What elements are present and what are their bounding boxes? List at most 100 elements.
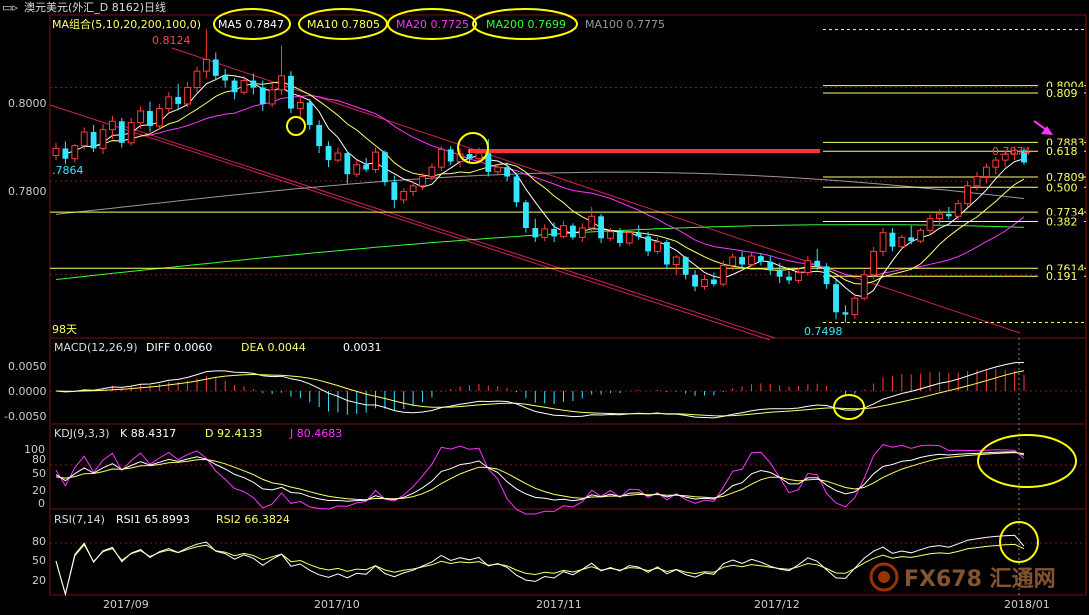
candle-body xyxy=(278,75,285,91)
candle-body xyxy=(945,213,952,217)
channel-lower-line xyxy=(119,124,776,339)
macd-histogram-value: 0.0031 xyxy=(343,341,382,354)
ma200-line xyxy=(55,224,1025,280)
fib-label-background xyxy=(1038,86,1084,99)
price-tick-label: 0.7800 xyxy=(8,185,47,198)
rsi1-line xyxy=(55,534,1025,597)
rsi-label: RSI(7,14) xyxy=(54,513,105,526)
candle-body xyxy=(175,96,182,104)
candle-body xyxy=(137,110,144,124)
candle-body xyxy=(127,122,135,144)
candle-body xyxy=(701,278,708,288)
candlesticks xyxy=(52,29,1027,323)
kdj-label: KDJ(9,3,3) xyxy=(54,427,110,440)
candle-body xyxy=(71,145,79,160)
candle-body xyxy=(268,89,276,105)
candle-body xyxy=(316,125,323,147)
candle-body xyxy=(513,176,520,203)
candle-body xyxy=(428,166,436,177)
candle-body xyxy=(588,215,596,229)
ma100-line xyxy=(55,171,1025,215)
price-annotations: 0.8124 0.7498 0.7874 .7864 98天 xyxy=(52,34,1053,338)
candle-body xyxy=(522,202,529,228)
candle-body xyxy=(635,232,642,237)
kdj-tick-label: 20 xyxy=(32,484,46,497)
candle-body xyxy=(739,257,745,265)
macd-diff-value: DIFF 0.0060 xyxy=(146,341,212,354)
price-tick-label: 0.8000 xyxy=(8,97,47,110)
date-tick-label: 2017/12 xyxy=(754,598,800,611)
date-tick-label: 2017/09 xyxy=(103,598,149,611)
candle-body xyxy=(259,87,266,104)
rsi-circle-annotation xyxy=(999,521,1039,563)
kdj-tick-label: 0 xyxy=(38,497,45,510)
price-axis: 0.8000 0.7800 xyxy=(8,97,47,198)
fib-label-background xyxy=(1038,206,1084,219)
kdj-k-line xyxy=(55,451,1025,502)
kdj-j-value: J 80.4683 xyxy=(289,427,342,440)
candle-body xyxy=(400,190,408,201)
kdj-circle-annotation xyxy=(977,434,1077,488)
candle-body xyxy=(541,228,549,238)
candle-body xyxy=(447,149,454,162)
rsi2-line xyxy=(55,543,1025,597)
candle-body xyxy=(250,80,257,88)
candle-body xyxy=(719,264,727,285)
date-tick-label: 2017/10 xyxy=(314,598,360,611)
candle-body xyxy=(823,266,830,285)
candle-body xyxy=(908,237,915,242)
high-price-label: 0.8124 xyxy=(152,34,191,47)
candle-body xyxy=(485,153,492,172)
recent-high-label: 0.7874 xyxy=(992,145,1031,158)
fib-level-label: 0.191 xyxy=(1046,270,1078,283)
ma200-value: MA200 0.7699 xyxy=(486,18,566,31)
candle-body xyxy=(306,102,313,126)
fib-level-label: 0.809 xyxy=(1046,87,1078,100)
candle-body xyxy=(466,154,473,159)
candle-body xyxy=(222,75,229,81)
candle-body xyxy=(898,236,906,248)
candle-body xyxy=(90,132,97,149)
fib-label-background xyxy=(1038,215,1084,228)
candle-body xyxy=(578,227,586,238)
macd-tick-label: 0.0000 xyxy=(8,385,47,398)
candle-body xyxy=(334,152,342,161)
candle-body xyxy=(616,231,623,243)
candle-body xyxy=(437,148,445,168)
candle-body xyxy=(108,120,116,131)
candle-body xyxy=(973,176,981,187)
candle-body xyxy=(926,218,934,231)
fib-label-background xyxy=(1038,170,1084,183)
low-price-label: 0.7498 xyxy=(804,325,843,338)
candle-body xyxy=(672,256,680,266)
days-label: 98天 xyxy=(52,323,77,336)
channel-middle-line xyxy=(49,104,771,341)
candle-body xyxy=(193,70,201,89)
candle-body xyxy=(551,228,558,237)
candle-body xyxy=(1021,150,1027,163)
candle-body xyxy=(814,260,821,267)
candle-body xyxy=(240,80,248,93)
menu-icon[interactable]: ▭▹ xyxy=(2,1,18,14)
pivot-circle-annotation xyxy=(286,116,306,136)
candle-body xyxy=(504,167,511,177)
ma200-circle-annotation xyxy=(472,8,578,40)
macd-tick-label: 0.0050 xyxy=(8,360,47,373)
rsi2-value: RSI2 66.3824 xyxy=(216,513,290,526)
candle-body xyxy=(607,231,614,239)
watermark-logo-icon xyxy=(869,562,899,592)
date-tick-label: 2018/01 xyxy=(1004,598,1050,611)
candle-body xyxy=(851,297,859,316)
ma5-value: MA5 0.7847 xyxy=(218,18,284,31)
left-price-label: .7864 xyxy=(52,164,84,177)
candle-body xyxy=(296,102,304,110)
kdj-d-value: D 92.4133 xyxy=(205,427,262,440)
candle-body xyxy=(889,232,896,247)
candle-body xyxy=(288,75,294,109)
candle-body xyxy=(786,276,792,281)
candle-body xyxy=(409,185,417,192)
candle-body xyxy=(654,241,661,252)
ma-legend: MA组合(5,10,20,200,100,0) MA5 0.7847 MA10 … xyxy=(52,8,665,40)
candle-body xyxy=(992,159,1000,168)
